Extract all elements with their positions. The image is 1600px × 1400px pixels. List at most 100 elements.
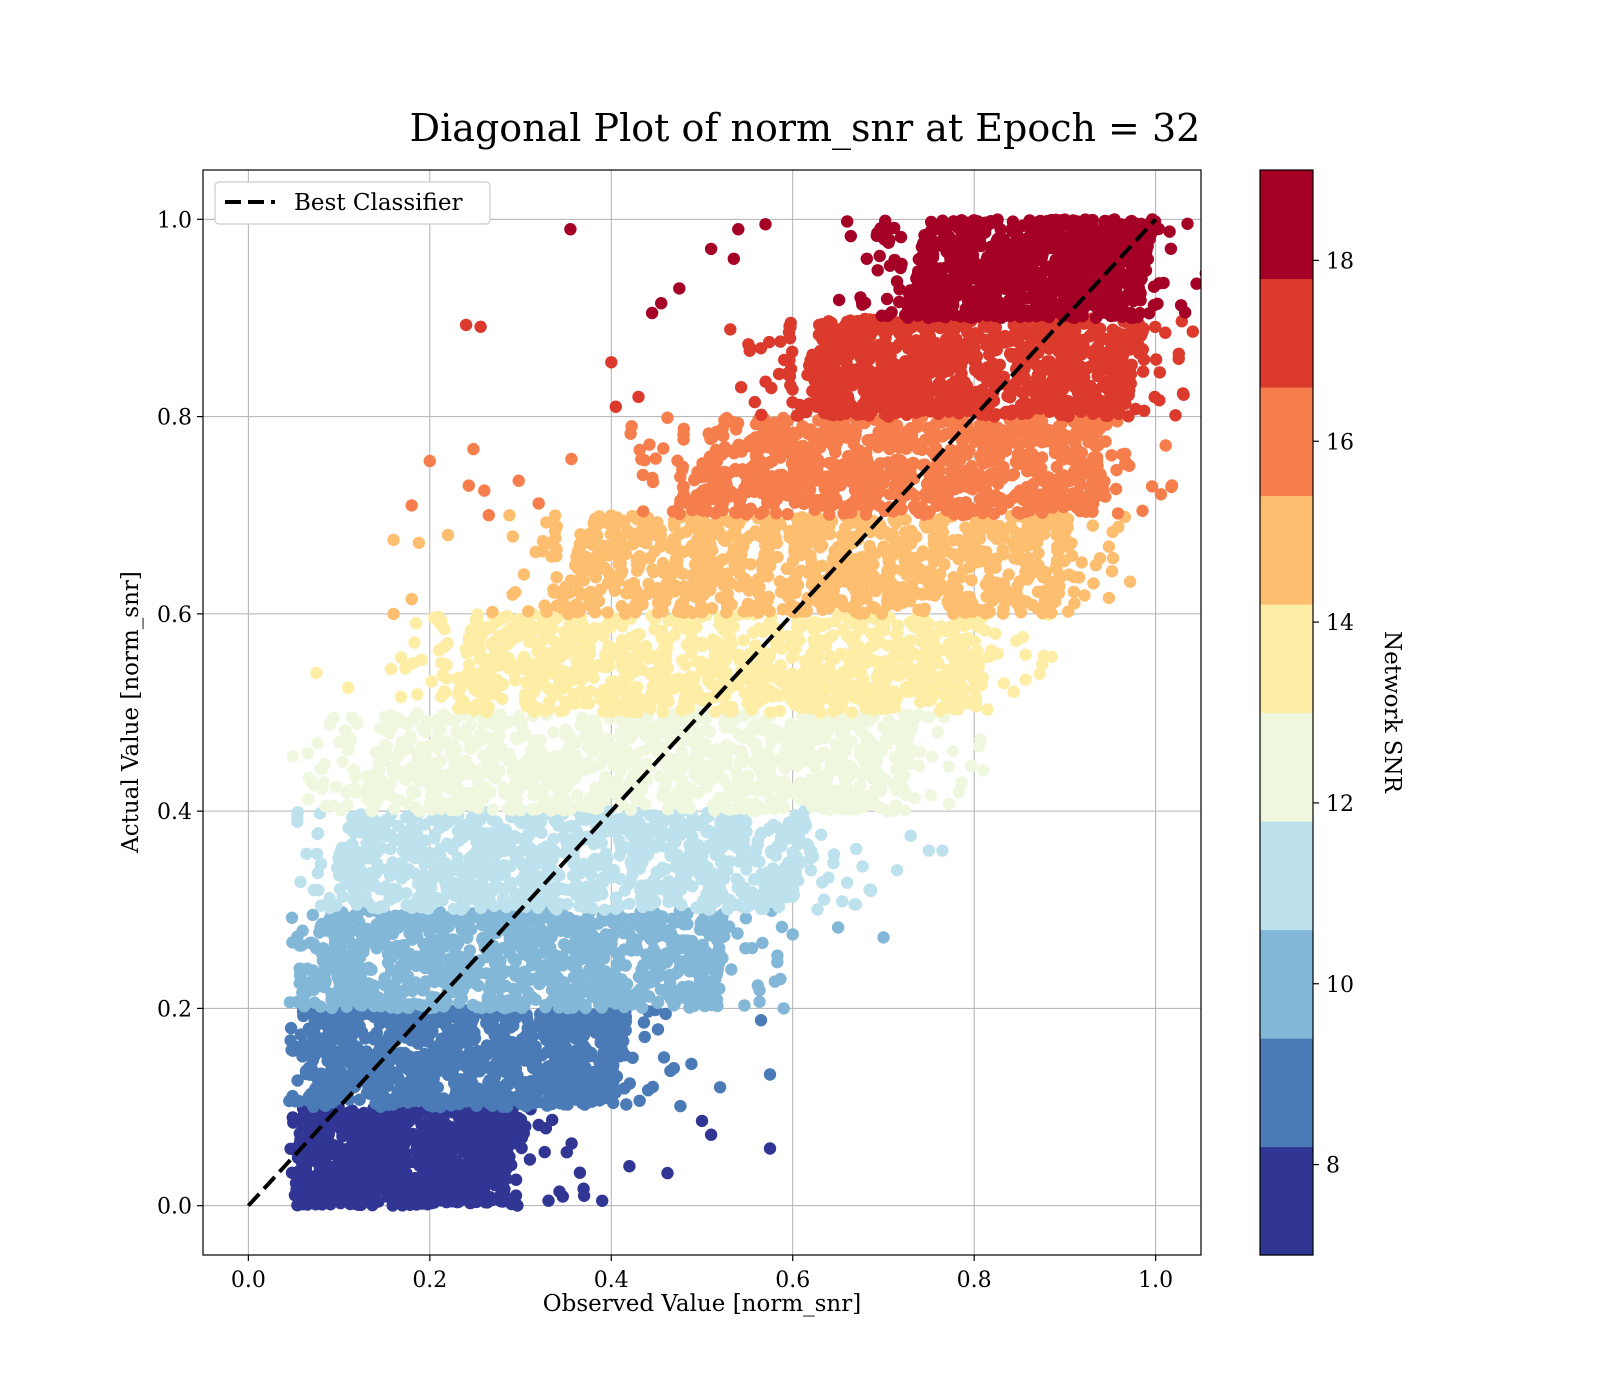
- data-point: [630, 852, 644, 865]
- data-point: [391, 1086, 404, 1099]
- data-point: [879, 773, 892, 786]
- data-point-fringe: [711, 999, 724, 1013]
- data-point: [419, 944, 432, 957]
- data-point: [384, 778, 397, 791]
- data-point: [331, 1072, 345, 1085]
- data-point: [653, 836, 666, 849]
- data-point: [675, 746, 689, 759]
- data-point: [511, 1095, 525, 1108]
- data-point-fringe: [301, 747, 314, 760]
- data-point-fringe: [542, 1194, 555, 1207]
- data-point: [500, 900, 513, 914]
- data-point: [657, 783, 671, 796]
- data-point: [307, 983, 320, 996]
- data-point-fringe: [496, 1114, 510, 1128]
- data-point: [561, 925, 574, 939]
- data-point-fringe: [925, 750, 939, 764]
- data-point: [329, 1087, 343, 1101]
- data-point-fringe: [285, 911, 299, 924]
- data-point: [763, 879, 777, 892]
- data-point: [695, 872, 709, 886]
- data-point: [733, 756, 746, 769]
- data-point: [303, 1095, 316, 1108]
- data-point-fringe: [607, 1096, 620, 1110]
- data-point: [526, 1061, 540, 1075]
- data-point-fringe: [496, 1182, 509, 1196]
- data-point: [497, 1022, 510, 1035]
- data-point: [416, 722, 429, 735]
- data-point-fringe: [864, 884, 878, 898]
- data-point: [483, 1074, 497, 1088]
- data-point: [568, 883, 582, 896]
- data-point: [409, 786, 422, 799]
- data-point: [853, 779, 867, 792]
- data-point: [434, 720, 447, 734]
- data-point: [404, 729, 417, 743]
- data-point: [570, 736, 583, 749]
- data-point: [547, 920, 560, 933]
- data-point: [702, 824, 715, 837]
- data-point-fringe: [606, 1077, 620, 1090]
- data-point: [423, 1081, 436, 1095]
- data-point: [339, 1179, 352, 1193]
- data-point: [534, 1095, 547, 1109]
- data-point: [334, 1012, 347, 1025]
- data-point: [481, 1112, 495, 1125]
- data-point-fringe: [685, 1057, 698, 1071]
- data-point-fringe: [614, 1012, 627, 1025]
- data-point: [465, 923, 478, 936]
- data-point: [445, 1193, 458, 1206]
- data-point: [332, 968, 346, 981]
- data-point: [611, 813, 625, 826]
- data-point: [524, 759, 537, 773]
- data-point-fringe: [789, 867, 802, 880]
- data-point: [699, 842, 712, 855]
- data-point: [557, 938, 571, 951]
- data-point: [487, 759, 500, 773]
- data-point: [810, 790, 823, 803]
- data-point: [393, 1128, 407, 1141]
- data-point: [747, 782, 760, 795]
- data-point-fringe: [329, 780, 343, 793]
- data-point: [385, 1165, 398, 1178]
- data-point: [451, 824, 465, 838]
- data-point-fringe: [497, 1149, 510, 1162]
- data-point: [373, 882, 386, 896]
- data-point: [452, 860, 465, 873]
- data-point-fringe: [293, 968, 307, 982]
- data-point-fringe: [816, 876, 829, 889]
- data-point: [566, 869, 580, 882]
- data-point: [767, 818, 780, 832]
- data-point: [670, 796, 683, 810]
- data-point: [477, 1084, 491, 1098]
- data-point: [552, 1049, 565, 1062]
- data-point-fringe: [347, 763, 360, 776]
- data-point: [471, 967, 484, 980]
- data-point: [676, 869, 689, 882]
- data-point: [703, 883, 716, 896]
- data-point: [839, 790, 853, 804]
- data-point: [425, 768, 438, 781]
- data-point: [720, 739, 733, 752]
- data-point: [568, 914, 582, 928]
- data-point: [576, 711, 589, 725]
- data-point-fringe: [633, 1094, 646, 1108]
- data-point: [382, 1178, 396, 1192]
- data-point: [622, 927, 636, 941]
- data-point-fringe: [609, 1086, 622, 1099]
- data-point: [381, 1141, 395, 1155]
- data-point: [590, 1076, 604, 1089]
- data-point: [384, 1125, 397, 1138]
- data-point: [306, 908, 319, 922]
- data-point: [397, 945, 410, 959]
- data-point: [698, 986, 711, 999]
- data-point-fringe: [827, 856, 840, 870]
- data-point-fringe: [284, 1142, 297, 1156]
- data-point: [561, 797, 574, 810]
- data-point: [551, 1079, 564, 1093]
- data-point: [552, 1038, 565, 1052]
- data-point: [354, 808, 367, 821]
- data-point: [448, 959, 461, 972]
- data-point: [394, 1116, 408, 1129]
- data-point: [838, 773, 852, 786]
